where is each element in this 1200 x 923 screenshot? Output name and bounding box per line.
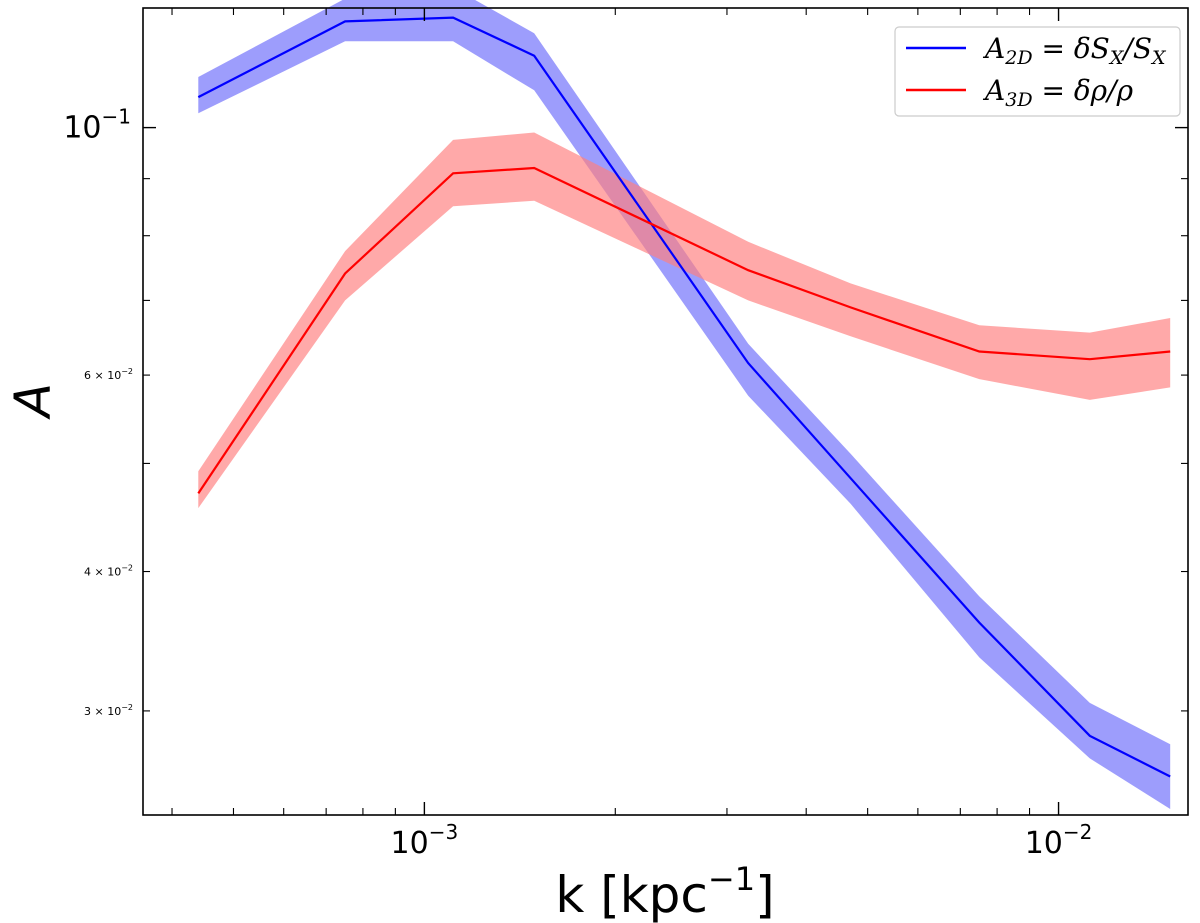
x-tick-label: 10−3 bbox=[391, 820, 459, 861]
legend-label-a2d: A2D = δSX/SX bbox=[982, 32, 1167, 69]
uncertainty-bands bbox=[198, 0, 1171, 809]
legend-box bbox=[894, 26, 1181, 117]
x-axis-label: k [kpc−1] bbox=[555, 860, 774, 923]
band-a2d bbox=[198, 0, 1171, 809]
y-axis-label: A bbox=[4, 383, 62, 420]
y-minor-tick-label: 6 × 10−2 bbox=[84, 367, 133, 382]
y-minor-tick-label: 4 × 10−2 bbox=[84, 564, 133, 579]
series-lines bbox=[197, 16, 1171, 778]
band-a3d bbox=[198, 132, 1171, 509]
legend-label-a3d: A3D = δρ/ρ bbox=[982, 74, 1134, 111]
tick-labels: 10−3 10−2 10−1 3 × 10−2 4 × 10−2 6 × 10−2 bbox=[63, 105, 1092, 861]
legend: A2D = δSX/SX A3D = δρ/ρ bbox=[894, 26, 1181, 117]
x-tick-label: 10−2 bbox=[1025, 820, 1093, 861]
axis-ticks bbox=[143, 8, 1188, 815]
y-minor-tick-label: 3 × 10−2 bbox=[84, 703, 133, 718]
plot-frame bbox=[142, 7, 1189, 816]
y-tick-label: 10−1 bbox=[63, 105, 131, 146]
